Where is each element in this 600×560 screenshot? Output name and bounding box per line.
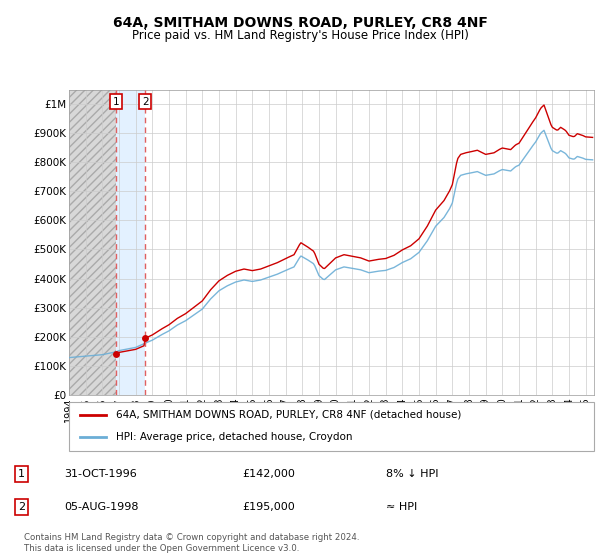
Text: £142,000: £142,000 (242, 469, 295, 479)
Text: 64A, SMITHAM DOWNS ROAD, PURLEY, CR8 4NF (detached house): 64A, SMITHAM DOWNS ROAD, PURLEY, CR8 4NF… (116, 410, 461, 420)
Text: 31-OCT-1996: 31-OCT-1996 (64, 469, 137, 479)
Text: 8% ↓ HPI: 8% ↓ HPI (386, 469, 439, 479)
Point (112, 349, 121, 358)
Bar (116, 90, 145, 395)
Text: 64A, SMITHAM DOWNS ROAD, PURLEY, CR8 4NF: 64A, SMITHAM DOWNS ROAD, PURLEY, CR8 4NF (113, 16, 487, 30)
Text: £195,000: £195,000 (242, 502, 295, 512)
Text: 1: 1 (18, 469, 25, 479)
Text: Price paid vs. HM Land Registry's House Price Index (HPI): Price paid vs. HM Land Registry's House … (131, 29, 469, 42)
Text: 1: 1 (113, 97, 119, 107)
Text: ≈ HPI: ≈ HPI (386, 502, 418, 512)
Text: Contains HM Land Registry data © Crown copyright and database right 2024.
This d: Contains HM Land Registry data © Crown c… (24, 533, 359, 553)
Text: 2: 2 (18, 502, 25, 512)
Text: 2: 2 (142, 97, 149, 107)
Text: HPI: Average price, detached house, Croydon: HPI: Average price, detached house, Croy… (116, 432, 353, 442)
Point (140, 334, 150, 343)
FancyBboxPatch shape (69, 402, 594, 451)
Text: 05-AUG-1998: 05-AUG-1998 (64, 502, 139, 512)
Bar (69, 90, 116, 395)
